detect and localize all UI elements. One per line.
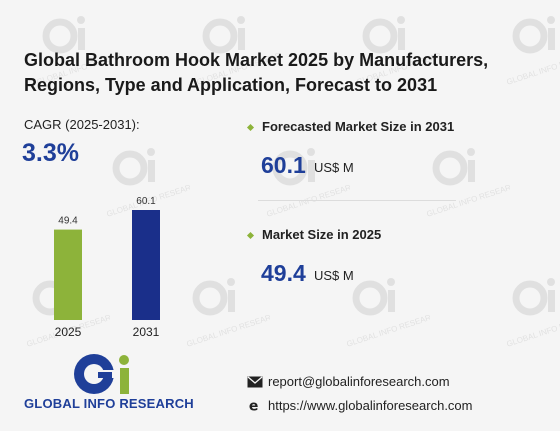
watermark-logo: GLOBAL INFO RESEARCH	[195, 16, 280, 87]
bar-value-label: 60.1	[136, 196, 156, 207]
watermark-logo: GLOBAL INFO RESEARCH	[425, 148, 510, 219]
cagr-value: 3.3%	[22, 139, 79, 167]
forecast-label: Forecasted Market Size in 2031	[262, 119, 455, 134]
current-label: Market Size in 2025	[262, 227, 382, 242]
watermark-logo: GLOBAL INFO RESEARCH	[185, 278, 270, 349]
current-unit: US$ M	[314, 268, 354, 283]
email-link[interactable]: report@globalinforesearch.com	[268, 374, 450, 389]
brand-name: GLOBAL INFO RESEARCH	[24, 396, 194, 411]
category-label: 2025	[55, 325, 82, 339]
website-link[interactable]: https://www.globalinforesearch.com	[268, 398, 473, 413]
page-title: Global Bathroom Hook Market 2025 by Manu…	[24, 50, 489, 95]
watermark-logo: GLOBAL INFO RESEARCH	[35, 16, 120, 87]
bar-2031	[132, 210, 160, 320]
current-value: 49.4	[261, 260, 306, 286]
forecast-value: 60.1	[261, 152, 306, 178]
cagr-label: CAGR (2025-2031):	[24, 117, 140, 132]
bar-2025	[54, 229, 82, 320]
svg-text:e: e	[249, 398, 259, 412]
watermark-logo: GLOBAL INFO RESEARCH	[505, 16, 560, 87]
brand-logo	[74, 354, 129, 394]
bar-value-label: 49.4	[58, 216, 78, 227]
watermark-logo: GLOBAL INFO RESEARCH	[265, 148, 350, 219]
divider	[258, 200, 456, 201]
category-label: 2031	[133, 325, 160, 339]
watermark-logo: GLOBAL INFO RESEARCH	[355, 16, 440, 87]
globe-icon: e	[249, 398, 259, 412]
forecast-unit: US$ M	[314, 160, 354, 175]
watermark-logo: GLOBAL INFO RESEARCH	[505, 278, 560, 349]
watermark-logo: GLOBAL INFO RESEARCH	[345, 278, 430, 349]
email-icon	[247, 376, 263, 388]
